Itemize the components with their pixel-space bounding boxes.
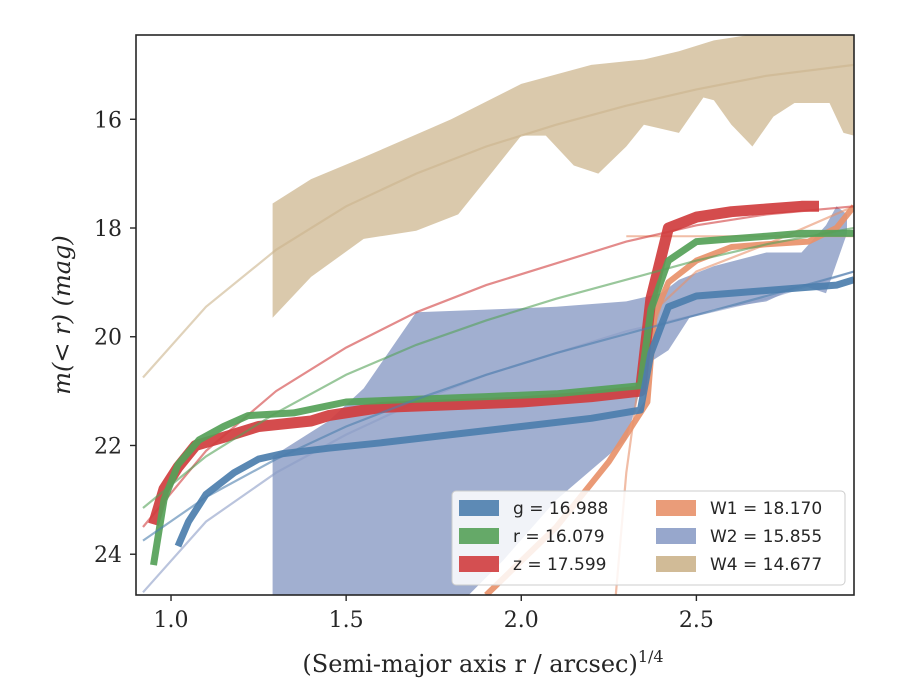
legend-swatch-z xyxy=(459,556,499,572)
legend-label-w1: W1 = 18.170 xyxy=(710,499,822,519)
legend-label-g: g = 16.988 xyxy=(513,499,608,519)
plot-frame xyxy=(135,34,855,596)
band-w4 xyxy=(272,35,854,318)
x-axis-label-exponent: 1/4 xyxy=(638,647,664,666)
legend-label-w4: W4 = 14.677 xyxy=(710,555,822,575)
x-tick-label: 1.5 xyxy=(329,608,364,633)
y-tick-label: 22 xyxy=(94,434,122,459)
x-axis-label-main: (Semi-major axis r / arcsec) xyxy=(302,650,637,678)
legend-swatch-w4 xyxy=(656,556,696,572)
x-axis-label: (Semi-major axis r / arcsec)1/4 xyxy=(302,647,663,678)
model-curve-w4 xyxy=(142,63,854,379)
y-tick-label: 18 xyxy=(94,217,122,242)
legend-swatch-r xyxy=(459,528,499,544)
legend: g = 16.988 r = 16.079 z = 17.599 W1 = 18.17… xyxy=(451,490,846,586)
x-tick-label: 1.0 xyxy=(154,608,189,633)
profile-line-z xyxy=(148,200,819,526)
legend-entries: g = 16.988 r = 16.079 z = 17.599 W1 = 18.17… xyxy=(459,499,822,575)
profile-line-w1 xyxy=(484,204,854,595)
model-curve-z xyxy=(142,205,854,528)
profile-line-r xyxy=(150,229,854,566)
legend-swatch-g xyxy=(459,500,499,516)
y-tick-label: 16 xyxy=(94,108,122,133)
y-axis-label: m(< r) (mag) xyxy=(48,235,76,394)
x-tick-label: 2.0 xyxy=(504,608,539,633)
y-tick-label: 20 xyxy=(94,326,122,351)
y-axis-ticks: 16 18 20 22 24 xyxy=(94,108,136,568)
legend-label-r: r = 16.079 xyxy=(513,527,605,547)
series-layer xyxy=(142,35,854,595)
legend-box xyxy=(451,490,846,586)
legend-swatch-w1 xyxy=(656,500,696,516)
legend-swatch-w2 xyxy=(656,528,696,544)
x-tick-label: 2.5 xyxy=(679,608,714,633)
profile-line-g xyxy=(174,276,854,548)
legend-label-w2: W2 = 15.855 xyxy=(710,527,822,547)
model-curve-g xyxy=(142,270,854,542)
y-tick-label: 24 xyxy=(94,543,122,568)
legend-label-z: z = 17.599 xyxy=(513,555,606,575)
x-axis-ticks: 1.0 1.5 2.0 2.5 xyxy=(154,595,714,633)
model-curve-r xyxy=(142,226,854,509)
